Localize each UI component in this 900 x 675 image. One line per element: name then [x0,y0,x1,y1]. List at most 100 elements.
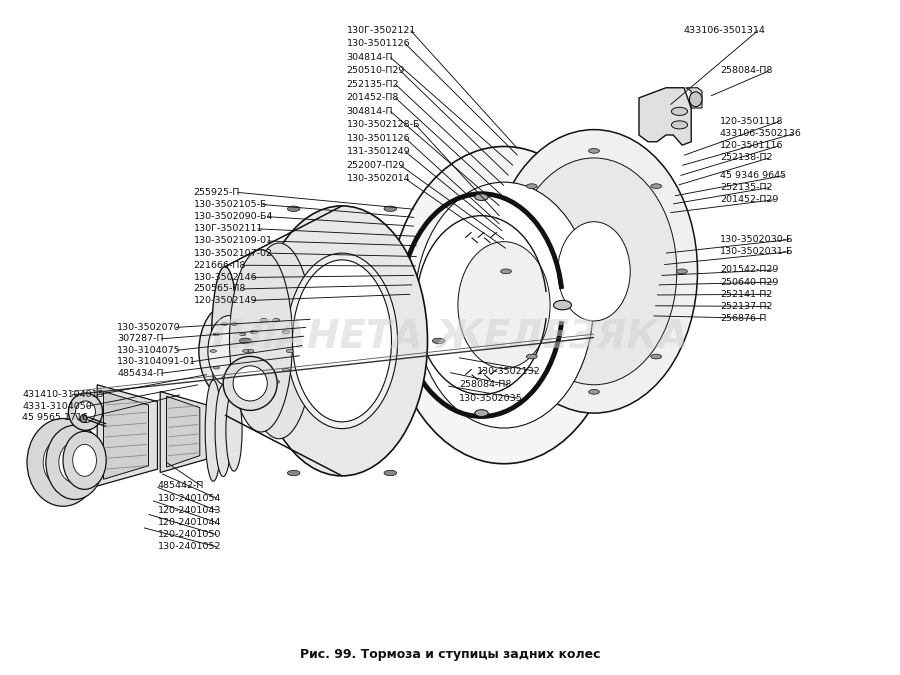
Text: 250640-П29: 250640-П29 [720,277,778,287]
Polygon shape [97,385,158,486]
Ellipse shape [671,107,688,115]
Text: 201542-П29: 201542-П29 [720,265,778,275]
Text: 130Г-3502111: 130Г-3502111 [194,224,263,234]
Ellipse shape [558,221,630,321]
Text: 256876-П: 256876-П [720,314,767,323]
Text: 485434-П: 485434-П [117,369,164,378]
Ellipse shape [215,385,231,477]
Text: 130-3502030-Б: 130-3502030-Б [720,235,794,244]
Text: 252141-П2: 252141-П2 [720,290,772,299]
Ellipse shape [651,354,661,359]
Text: 250565-П8: 250565-П8 [194,284,246,294]
Text: 307287-П: 307287-П [117,334,164,344]
Polygon shape [639,88,691,145]
Ellipse shape [199,304,260,398]
Polygon shape [160,392,207,472]
Text: 304814-П: 304814-П [346,107,393,116]
Ellipse shape [58,442,91,483]
Text: 130-3104091-01: 130-3104091-01 [117,357,196,367]
Ellipse shape [223,356,277,410]
Text: 433106-3501314: 433106-3501314 [684,26,766,35]
Ellipse shape [273,319,280,322]
Text: 130-3501126: 130-3501126 [346,134,410,143]
Ellipse shape [511,158,677,385]
Ellipse shape [273,380,280,383]
Text: 120-2401044: 120-2401044 [158,518,220,527]
Ellipse shape [286,253,398,429]
Ellipse shape [46,425,104,500]
Ellipse shape [389,146,619,464]
Polygon shape [166,396,200,467]
Ellipse shape [27,418,99,506]
Text: 258084-П8: 258084-П8 [459,380,511,389]
Ellipse shape [554,300,572,310]
Ellipse shape [231,323,238,325]
Text: 130-2401052: 130-2401052 [158,542,221,551]
Ellipse shape [261,236,333,446]
Ellipse shape [286,350,293,352]
Ellipse shape [239,333,246,335]
Ellipse shape [239,338,252,344]
Text: 130Г-3502121: 130Г-3502121 [346,26,416,35]
Ellipse shape [394,302,407,308]
Ellipse shape [210,350,217,352]
Ellipse shape [208,316,251,386]
Ellipse shape [500,269,511,274]
Ellipse shape [384,206,397,211]
Text: 120-2401050: 120-2401050 [158,530,220,539]
Text: 130-3502035: 130-3502035 [459,394,523,403]
Text: 130-3502109-01: 130-3502109-01 [194,236,273,246]
Ellipse shape [651,184,661,188]
Ellipse shape [205,380,221,481]
Text: 120-3502149: 120-3502149 [194,296,257,305]
Text: 131-3501249: 131-3501249 [346,147,410,157]
Ellipse shape [526,184,537,188]
Text: 130-2401054: 130-2401054 [158,493,221,503]
Ellipse shape [212,267,239,415]
Ellipse shape [283,330,290,333]
Ellipse shape [415,182,593,428]
Text: 304814-П: 304814-П [346,53,393,62]
Ellipse shape [226,390,242,471]
Text: 252135-П2: 252135-П2 [346,80,399,89]
Ellipse shape [491,130,698,413]
Text: 258084-П8: 258084-П8 [720,66,772,76]
Text: 130-3502132: 130-3502132 [477,367,541,376]
Text: 255925-П: 255925-П [194,188,240,197]
Ellipse shape [63,431,106,489]
Text: 201452-П29: 201452-П29 [720,195,778,205]
Text: 45 9565 1716: 45 9565 1716 [22,413,88,423]
Text: 120-3501116: 120-3501116 [720,141,784,151]
Ellipse shape [221,377,228,379]
Text: 130-3104075: 130-3104075 [117,346,181,355]
Polygon shape [686,88,702,108]
Text: 130-3501126: 130-3501126 [346,39,410,49]
Ellipse shape [213,367,220,369]
Text: 252007-П29: 252007-П29 [346,161,405,170]
Ellipse shape [43,438,83,487]
Text: 250510-П29: 250510-П29 [346,66,405,76]
Text: 130-3502070: 130-3502070 [117,323,181,332]
Ellipse shape [231,377,238,379]
Text: 252137-П2: 252137-П2 [720,302,772,311]
Text: 130-3502107-02: 130-3502107-02 [194,248,273,258]
Text: 221666-П8: 221666-П8 [194,261,246,270]
Text: 120-2401043: 120-2401043 [158,506,221,515]
Ellipse shape [287,206,300,211]
Ellipse shape [245,311,295,391]
Ellipse shape [475,194,488,200]
Ellipse shape [526,354,537,359]
Ellipse shape [589,389,599,394]
Ellipse shape [256,206,428,476]
Ellipse shape [260,380,267,383]
Text: 130-3502128-Б: 130-3502128-Б [346,120,420,130]
Ellipse shape [245,243,313,439]
Text: 252135-П2: 252135-П2 [720,183,772,192]
Ellipse shape [260,319,267,322]
Ellipse shape [76,401,95,423]
Text: 252138-П2: 252138-П2 [720,153,772,163]
Ellipse shape [458,242,550,369]
Text: 130-3502014: 130-3502014 [346,174,410,184]
Ellipse shape [689,92,702,107]
Text: 485442-П: 485442-П [158,481,204,491]
